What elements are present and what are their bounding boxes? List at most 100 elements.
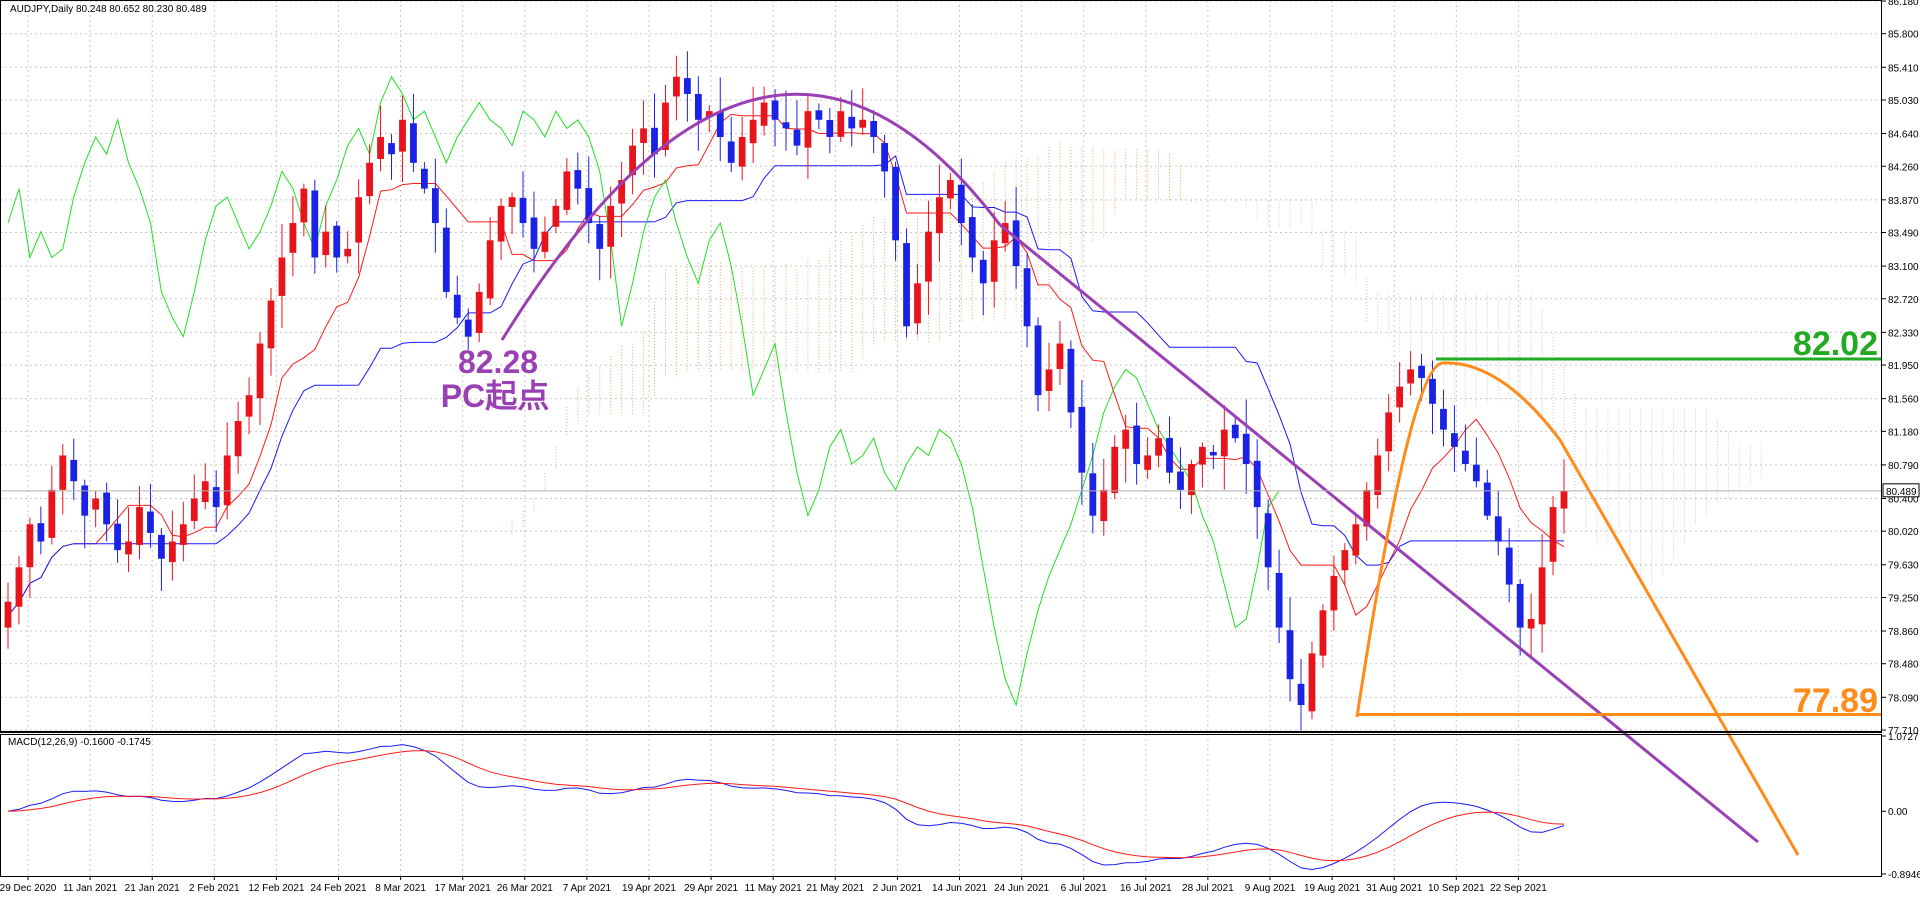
candle-body xyxy=(278,257,286,296)
candle-body xyxy=(1001,223,1009,244)
price-tick-label: 85.030 xyxy=(1888,96,1919,107)
orange-curve xyxy=(1355,361,1800,856)
candle-body xyxy=(179,524,187,545)
candle-body xyxy=(311,190,319,258)
candle-body xyxy=(541,231,549,252)
date-tick-label: 19 Aug 2021 xyxy=(1304,883,1361,894)
macd-tick-label: -0.8946 xyxy=(1888,870,1920,881)
price-tick-label: 82.720 xyxy=(1888,295,1919,306)
candle-body xyxy=(1429,378,1436,404)
candle-body xyxy=(990,240,998,282)
candle-body xyxy=(147,511,154,533)
candle-body xyxy=(223,455,231,506)
symbol-header: AUDJPY,Daily 80.248 80.652 80.230 80.489 xyxy=(10,4,207,15)
candle-body xyxy=(114,523,121,551)
date-tick-label: 14 Jun 2021 xyxy=(932,883,987,894)
date-tick-label: 11 May 2021 xyxy=(745,883,803,894)
grid xyxy=(0,0,1882,876)
candle-body xyxy=(1330,575,1338,611)
candle-body xyxy=(508,197,516,207)
candle-body xyxy=(1067,348,1075,413)
candle-body xyxy=(1242,433,1250,465)
candle-body xyxy=(1045,369,1053,391)
candle-body xyxy=(388,143,395,155)
candle-body xyxy=(694,93,702,120)
date-tick-label: 29 Apr 2021 xyxy=(684,883,738,894)
price-tick-label: 79.630 xyxy=(1888,561,1919,572)
candle-body xyxy=(168,541,176,563)
price-tick-label: 80.400 xyxy=(1888,494,1919,505)
candles xyxy=(4,51,1568,731)
price-tick-label: 84.640 xyxy=(1888,130,1919,141)
price-tick-label: 79.250 xyxy=(1888,593,1919,604)
candle-body xyxy=(1374,455,1382,496)
candle-body xyxy=(519,197,527,224)
annotation-resistance: 82.02 xyxy=(1793,325,1878,363)
candle-body xyxy=(925,231,932,282)
candle-body xyxy=(245,395,253,417)
date-tick-label: 26 Mar 2021 xyxy=(497,883,554,894)
candle-body xyxy=(1188,464,1195,496)
current-price-label: 80.489 xyxy=(1886,487,1917,498)
candle-body xyxy=(300,188,308,223)
candle-body xyxy=(267,300,275,349)
candle-body xyxy=(1461,450,1469,465)
price-tick-label: 77.710 xyxy=(1888,726,1919,737)
chikou-line xyxy=(7,75,1280,707)
candle-body xyxy=(4,601,12,628)
date-tick-label: 10 Sep 2021 xyxy=(1428,883,1485,894)
candle-body xyxy=(1308,653,1316,712)
candle-body xyxy=(1538,567,1546,625)
descending-trendline xyxy=(999,223,1759,844)
candle-body xyxy=(464,319,472,337)
candle-body xyxy=(201,481,209,503)
date-tick-label: 21 May 2021 xyxy=(806,883,864,894)
candle-body xyxy=(190,498,198,521)
candle-body xyxy=(234,421,242,457)
macd-frame xyxy=(0,734,1882,877)
candle-body xyxy=(1100,489,1108,522)
candle-body xyxy=(563,171,571,210)
candle-body xyxy=(1177,471,1184,490)
candle-body xyxy=(1451,433,1458,447)
price-tick-label: 85.410 xyxy=(1888,63,1919,74)
candle-body xyxy=(1264,513,1272,568)
candle-body xyxy=(629,145,636,176)
date-tick-label: 6 Jul 2021 xyxy=(1061,883,1108,894)
price-tick-label: 86.180 xyxy=(1888,0,1919,8)
candle-body xyxy=(1385,412,1393,452)
date-tick-label: 28 Jul 2021 xyxy=(1182,883,1234,894)
candle-body xyxy=(552,205,560,227)
candle-body xyxy=(804,111,812,148)
date-tick-label: 11 Jan 2021 xyxy=(63,883,118,894)
candle-body xyxy=(673,76,680,97)
candle-body xyxy=(92,498,100,510)
candle-body xyxy=(914,283,921,324)
candle-body xyxy=(1220,429,1228,457)
candle-body xyxy=(1516,583,1524,628)
candle-body xyxy=(81,485,89,516)
candle-body xyxy=(1155,438,1162,456)
candle-body xyxy=(1078,406,1086,473)
candle-body xyxy=(793,129,801,146)
candle-body xyxy=(618,180,626,204)
candle-body xyxy=(585,188,593,224)
candle-body xyxy=(399,119,406,152)
candle-body xyxy=(815,110,823,120)
date-tick-label: 29 Dec 2020 xyxy=(0,883,57,894)
candle-body xyxy=(607,205,615,247)
price-tick-label: 81.180 xyxy=(1888,427,1919,438)
macd-tick-label: 0.00 xyxy=(1888,807,1908,818)
candle-body xyxy=(37,523,45,542)
price-tick-label: 81.560 xyxy=(1888,395,1919,406)
candle-body xyxy=(979,259,987,284)
arc-curve xyxy=(500,92,1002,341)
candle-body xyxy=(1549,507,1557,562)
candle-body xyxy=(1352,524,1360,556)
candle-body xyxy=(103,492,111,525)
candle-body xyxy=(530,217,538,249)
candle-body xyxy=(1122,429,1130,449)
candle-body xyxy=(1231,424,1239,439)
